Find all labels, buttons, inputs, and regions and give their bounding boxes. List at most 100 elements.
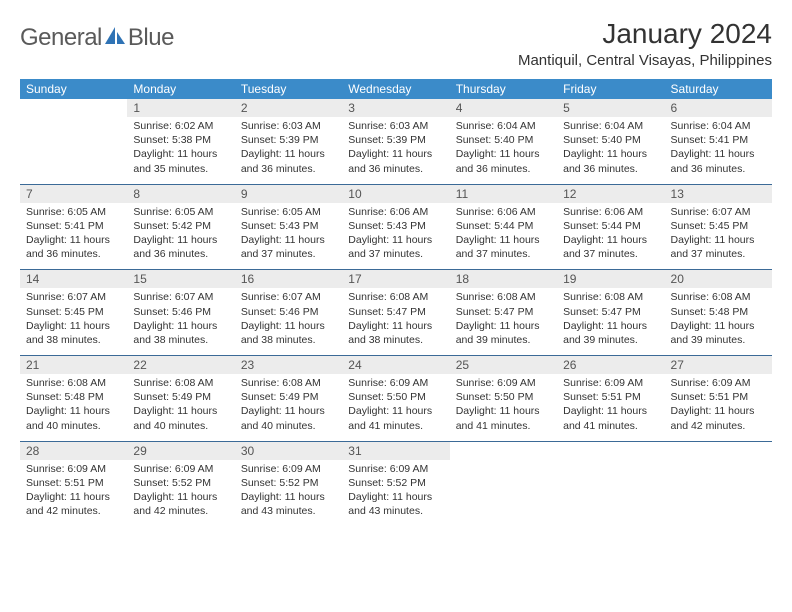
daylight-text: Daylight: 11 hours and 43 minutes. — [241, 490, 336, 518]
brand-word-2: Blue — [128, 24, 174, 52]
day-cell: Sunrise: 6:03 AMSunset: 5:39 PMDaylight:… — [235, 117, 342, 184]
day-cell: Sunrise: 6:07 AMSunset: 5:46 PMDaylight:… — [235, 288, 342, 355]
sunset-text: Sunset: 5:42 PM — [133, 219, 228, 233]
sunset-text: Sunset: 5:39 PM — [241, 133, 336, 147]
sunrise-text: Sunrise: 6:06 AM — [563, 205, 658, 219]
sunrise-text: Sunrise: 6:08 AM — [456, 290, 551, 304]
day-cell: Sunrise: 6:07 AMSunset: 5:46 PMDaylight:… — [127, 288, 234, 355]
day-number — [450, 442, 557, 460]
sunset-text: Sunset: 5:51 PM — [671, 390, 766, 404]
sunset-text: Sunset: 5:43 PM — [348, 219, 443, 233]
sunrise-text: Sunrise: 6:05 AM — [241, 205, 336, 219]
day-cell: Sunrise: 6:06 AMSunset: 5:44 PMDaylight:… — [557, 203, 664, 270]
daylight-text: Daylight: 11 hours and 36 minutes. — [26, 233, 121, 261]
day-cell: Sunrise: 6:09 AMSunset: 5:50 PMDaylight:… — [342, 374, 449, 441]
location-label: Mantiquil, Central Visayas, Philippines — [518, 52, 772, 69]
day-cell: Sunrise: 6:09 AMSunset: 5:52 PMDaylight:… — [342, 460, 449, 527]
day-cell: Sunrise: 6:06 AMSunset: 5:43 PMDaylight:… — [342, 203, 449, 270]
calendar-table: Sunday Monday Tuesday Wednesday Thursday… — [20, 79, 772, 526]
day-number: 3 — [342, 99, 449, 117]
daylight-text: Daylight: 11 hours and 41 minutes. — [348, 404, 443, 432]
sunrise-text: Sunrise: 6:08 AM — [348, 290, 443, 304]
sunset-text: Sunset: 5:47 PM — [456, 305, 551, 319]
daylight-text: Daylight: 11 hours and 41 minutes. — [563, 404, 658, 432]
day-number: 14 — [20, 270, 127, 288]
sunset-text: Sunset: 5:44 PM — [456, 219, 551, 233]
day-number: 21 — [20, 356, 127, 374]
sunset-text: Sunset: 5:41 PM — [671, 133, 766, 147]
day-cell: Sunrise: 6:07 AMSunset: 5:45 PMDaylight:… — [665, 203, 772, 270]
day-cell: Sunrise: 6:09 AMSunset: 5:51 PMDaylight:… — [557, 374, 664, 441]
sunrise-text: Sunrise: 6:08 AM — [26, 376, 121, 390]
sunrise-text: Sunrise: 6:06 AM — [348, 205, 443, 219]
daylight-text: Daylight: 11 hours and 36 minutes. — [563, 147, 658, 175]
day-number — [557, 442, 664, 460]
day-number: 6 — [665, 99, 772, 117]
day-number: 11 — [450, 185, 557, 203]
day-number: 8 — [127, 185, 234, 203]
day-cell: Sunrise: 6:07 AMSunset: 5:45 PMDaylight:… — [20, 288, 127, 355]
day-cell — [557, 460, 664, 527]
daylight-text: Daylight: 11 hours and 37 minutes. — [348, 233, 443, 261]
day-cell: Sunrise: 6:05 AMSunset: 5:41 PMDaylight:… — [20, 203, 127, 270]
day-cell: Sunrise: 6:08 AMSunset: 5:48 PMDaylight:… — [665, 288, 772, 355]
day-number: 2 — [235, 99, 342, 117]
day-cell — [665, 460, 772, 527]
sunset-text: Sunset: 5:52 PM — [241, 476, 336, 490]
daylight-text: Daylight: 11 hours and 42 minutes. — [133, 490, 228, 518]
day-number: 19 — [557, 270, 664, 288]
sunset-text: Sunset: 5:47 PM — [563, 305, 658, 319]
day-number: 29 — [127, 442, 234, 460]
sunset-text: Sunset: 5:38 PM — [133, 133, 228, 147]
sunrise-text: Sunrise: 6:09 AM — [563, 376, 658, 390]
weekday-header: Monday — [127, 79, 234, 99]
day-number: 9 — [235, 185, 342, 203]
daylight-text: Daylight: 11 hours and 43 minutes. — [348, 490, 443, 518]
day-number — [665, 442, 772, 460]
day-number: 7 — [20, 185, 127, 203]
weekday-header: Sunday — [20, 79, 127, 99]
daylight-text: Daylight: 11 hours and 36 minutes. — [348, 147, 443, 175]
day-cell: Sunrise: 6:02 AMSunset: 5:38 PMDaylight:… — [127, 117, 234, 184]
day-data-row: Sunrise: 6:05 AMSunset: 5:41 PMDaylight:… — [20, 203, 772, 270]
day-cell — [20, 117, 127, 184]
daylight-text: Daylight: 11 hours and 40 minutes. — [133, 404, 228, 432]
sunset-text: Sunset: 5:51 PM — [563, 390, 658, 404]
day-data-row: Sunrise: 6:09 AMSunset: 5:51 PMDaylight:… — [20, 460, 772, 527]
sunrise-text: Sunrise: 6:09 AM — [133, 462, 228, 476]
sunrise-text: Sunrise: 6:02 AM — [133, 119, 228, 133]
sunset-text: Sunset: 5:49 PM — [241, 390, 336, 404]
sunset-text: Sunset: 5:50 PM — [456, 390, 551, 404]
sunset-text: Sunset: 5:43 PM — [241, 219, 336, 233]
daylight-text: Daylight: 11 hours and 37 minutes. — [241, 233, 336, 261]
sunrise-text: Sunrise: 6:07 AM — [241, 290, 336, 304]
sunset-text: Sunset: 5:52 PM — [348, 476, 443, 490]
day-number: 18 — [450, 270, 557, 288]
day-number: 25 — [450, 356, 557, 374]
daylight-text: Daylight: 11 hours and 35 minutes. — [133, 147, 228, 175]
sunrise-text: Sunrise: 6:09 AM — [26, 462, 121, 476]
daylight-text: Daylight: 11 hours and 39 minutes. — [671, 319, 766, 347]
sail-icon — [104, 26, 126, 51]
sunset-text: Sunset: 5:52 PM — [133, 476, 228, 490]
day-number: 12 — [557, 185, 664, 203]
day-cell: Sunrise: 6:09 AMSunset: 5:52 PMDaylight:… — [235, 460, 342, 527]
sunrise-text: Sunrise: 6:06 AM — [456, 205, 551, 219]
day-number: 31 — [342, 442, 449, 460]
sunset-text: Sunset: 5:48 PM — [671, 305, 766, 319]
day-number: 17 — [342, 270, 449, 288]
day-number: 16 — [235, 270, 342, 288]
day-data-row: Sunrise: 6:08 AMSunset: 5:48 PMDaylight:… — [20, 374, 772, 441]
day-number-row: 123456 — [20, 99, 772, 117]
weekday-header: Wednesday — [342, 79, 449, 99]
day-number-row: 14151617181920 — [20, 270, 772, 288]
day-cell: Sunrise: 6:08 AMSunset: 5:49 PMDaylight:… — [127, 374, 234, 441]
sunrise-text: Sunrise: 6:03 AM — [241, 119, 336, 133]
day-cell: Sunrise: 6:09 AMSunset: 5:51 PMDaylight:… — [665, 374, 772, 441]
day-cell: Sunrise: 6:08 AMSunset: 5:47 PMDaylight:… — [557, 288, 664, 355]
daylight-text: Daylight: 11 hours and 40 minutes. — [26, 404, 121, 432]
sunrise-text: Sunrise: 6:05 AM — [26, 205, 121, 219]
day-cell: Sunrise: 6:09 AMSunset: 5:52 PMDaylight:… — [127, 460, 234, 527]
sunset-text: Sunset: 5:45 PM — [26, 305, 121, 319]
sunset-text: Sunset: 5:40 PM — [563, 133, 658, 147]
